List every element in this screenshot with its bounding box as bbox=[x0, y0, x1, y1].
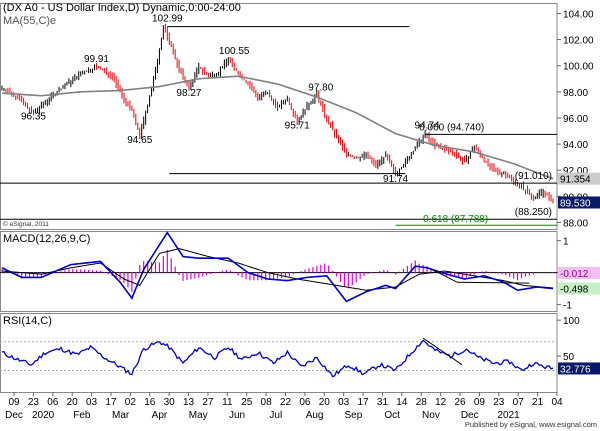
x-month-label: May bbox=[189, 410, 208, 421]
macd-hist-text: -0.012 bbox=[560, 269, 589, 280]
x-day-label: 20 bbox=[67, 397, 79, 408]
price-annotation: 91.74 bbox=[383, 174, 408, 185]
x-day-label: 30 bbox=[164, 397, 176, 408]
ma-value-text: 91.354 bbox=[560, 175, 591, 186]
panel-frame-macd bbox=[0, 231, 558, 312]
macd-trendline bbox=[430, 268, 458, 283]
macd-value-tag bbox=[558, 282, 600, 295]
rsi-ytick-label: 100 bbox=[563, 316, 580, 327]
x-day-label: 13 bbox=[183, 397, 195, 408]
macd-trendline-ext bbox=[456, 281, 530, 284]
x-day-label: 02 bbox=[125, 397, 137, 408]
rsi-value-text: 32.776 bbox=[560, 364, 591, 375]
price-ytick-label: 98.00 bbox=[563, 88, 588, 99]
last-price-text: 89.530 bbox=[560, 198, 591, 209]
x-month-label: 2020 bbox=[32, 410, 55, 421]
ma-legend: MA(55,C)e bbox=[3, 15, 56, 27]
x-day-label: 14 bbox=[396, 397, 408, 408]
x-month-label: Feb bbox=[73, 410, 91, 421]
x-month-label: 2021 bbox=[497, 410, 520, 421]
macd-title: MACD(12,26,9,C) bbox=[3, 233, 90, 245]
x-month-label: Sep bbox=[344, 410, 362, 421]
x-month-label: Dec bbox=[461, 410, 479, 421]
price-annotation: 94.65 bbox=[127, 135, 152, 146]
x-day-label: 26 bbox=[454, 397, 466, 408]
x-month-label: Dec bbox=[5, 410, 23, 421]
level-88250-label: (88.250) bbox=[515, 207, 552, 218]
price-ytick-label: 94.00 bbox=[563, 140, 588, 151]
x-day-label: 03 bbox=[86, 397, 98, 408]
price-annotation: 97.80 bbox=[308, 83, 333, 94]
macd-hist-tag bbox=[558, 266, 600, 279]
price-bars bbox=[1, 23, 554, 204]
chart-title: (DX A0 - US Dollar Index,D) Dynamic,0:00… bbox=[3, 2, 241, 14]
macd-line bbox=[1, 231, 554, 303]
price-ytick-label: 92.00 bbox=[563, 166, 588, 177]
panel-frame-rsi bbox=[0, 313, 558, 393]
x-month-label: Jun bbox=[229, 410, 245, 421]
price-ytick-label: 96.00 bbox=[563, 114, 588, 125]
x-day-label: 22 bbox=[280, 397, 292, 408]
x-day-label: 16 bbox=[144, 397, 156, 408]
macd-signal-line bbox=[1, 248, 554, 291]
x-day-label: 06 bbox=[299, 397, 311, 408]
publisher-label: Published by eSignal, www.esignal.com bbox=[465, 420, 597, 429]
macd-ytick-label: -1 bbox=[563, 301, 572, 312]
price-annotation: 94.74 bbox=[415, 120, 440, 131]
price-ytick-label: 88.00 bbox=[563, 218, 588, 229]
last-price-tag bbox=[558, 196, 600, 209]
x-month-label: Jul bbox=[269, 410, 282, 421]
x-day-label: 09 bbox=[474, 397, 486, 408]
x-day-label: 07 bbox=[513, 397, 525, 408]
price-ytick-label: 104.00 bbox=[563, 9, 594, 20]
x-day-label: 04 bbox=[551, 397, 563, 408]
copyright-label: © eSignal, 2011 bbox=[3, 220, 49, 228]
price-ytick-label: 100.00 bbox=[563, 62, 594, 73]
ma-line bbox=[1, 75, 554, 180]
x-day-label: 31 bbox=[377, 397, 389, 408]
price-annotation: 98.27 bbox=[176, 88, 201, 99]
ma-value-tag bbox=[558, 172, 600, 185]
level-91010-label: (91.010) bbox=[515, 171, 552, 182]
fib-618-label: 0.618 (87.788) bbox=[423, 214, 488, 225]
macd-ytick-label: 1 bbox=[563, 237, 569, 248]
x-day-label: 28 bbox=[416, 397, 428, 408]
x-day-label: 21 bbox=[532, 397, 544, 408]
price-annotation: 99.91 bbox=[84, 54, 109, 65]
macd-value-text: -0.498 bbox=[560, 285, 589, 296]
x-day-label: 08 bbox=[261, 397, 273, 408]
x-month-label: Oct bbox=[384, 410, 400, 421]
x-day-label: 27 bbox=[202, 397, 214, 408]
price-annotation: 100.55 bbox=[219, 46, 250, 57]
x-month-label: Aug bbox=[306, 410, 324, 421]
x-day-label: 23 bbox=[28, 397, 40, 408]
x-day-label: 17 bbox=[105, 397, 117, 408]
panel-frame-price bbox=[0, 3, 558, 230]
rsi-line bbox=[1, 339, 554, 378]
x-month-label: Apr bbox=[152, 410, 168, 421]
x-day-label: 06 bbox=[47, 397, 59, 408]
fib-000-label: 0.000 (94.740) bbox=[419, 122, 484, 133]
x-day-label: 09 bbox=[8, 397, 20, 408]
macd-histogram bbox=[1, 249, 554, 292]
rsi-ytick-label: 50 bbox=[563, 352, 575, 363]
x-day-label: 23 bbox=[493, 397, 505, 408]
x-day-label: 17 bbox=[358, 397, 370, 408]
rsi-value-tag bbox=[558, 362, 600, 375]
rsi-title: RSI(14,C) bbox=[3, 315, 52, 327]
price-annotation: 96.35 bbox=[21, 111, 46, 122]
x-day-label: 25 bbox=[241, 397, 253, 408]
x-day-label: 11 bbox=[222, 397, 233, 408]
rsi-trendline bbox=[422, 337, 463, 366]
price-annotation: 95.71 bbox=[285, 120, 310, 131]
x-month-label: Mar bbox=[112, 410, 130, 421]
x-day-label: 20 bbox=[319, 397, 331, 408]
price-annotation: 102.99 bbox=[152, 13, 183, 24]
x-month-label: Nov bbox=[422, 410, 440, 421]
x-day-label: 03 bbox=[338, 397, 350, 408]
price-ytick-label: 102.00 bbox=[563, 36, 594, 47]
x-day-label: 12 bbox=[435, 397, 447, 408]
